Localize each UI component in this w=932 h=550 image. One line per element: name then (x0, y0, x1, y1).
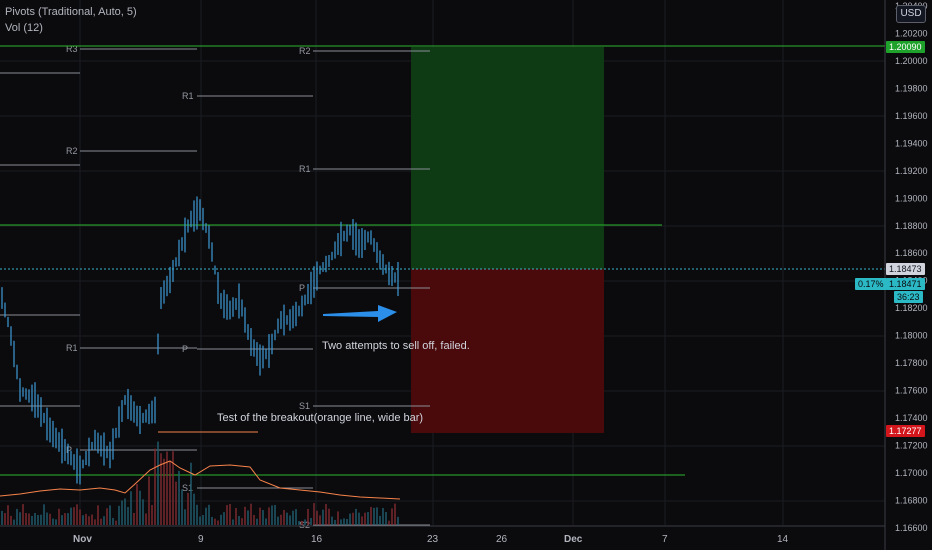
price-axis-label: 1.20000 (895, 56, 928, 66)
time-label-dec: Dec (564, 534, 583, 545)
price-axis-label: 1.18800 (895, 221, 928, 231)
time-label-14: 14 (777, 534, 789, 545)
time-label-16: 16 (311, 534, 323, 545)
pivot-label-s1-b: S1 (182, 483, 193, 493)
price-axis-label: 1.18600 (895, 248, 928, 258)
pivot-label-s1-a: S1 (299, 401, 310, 411)
pivot-label-r1-b: R1 (299, 164, 311, 174)
price-axis-label: 1.17400 (895, 413, 928, 423)
annotation-breakout[interactable]: Test of the breakout(orange line, wide b… (217, 412, 423, 424)
volume-ma-line (0, 460, 401, 500)
price-axis-label: 1.19600 (895, 111, 928, 121)
time-label-23: 23 (427, 534, 439, 545)
price-axis-label: 1.17200 (895, 441, 928, 451)
time-axis[interactable]: Nov 9 16 23 26 Dec 7 14 (73, 534, 789, 545)
price-tag-top-green: 1.20090 (886, 41, 925, 53)
profit-zone[interactable] (411, 47, 604, 269)
pivot-label-r2-b: R2 (299, 46, 311, 56)
time-label-nov: Nov (73, 534, 92, 545)
price-axis[interactable]: 1.204001.202001.200001.198001.196001.194… (895, 1, 928, 533)
loss-zone[interactable] (411, 269, 604, 433)
pivot-label-r1-a: R1 (182, 91, 194, 101)
change-percent-tag: 0.17% (855, 278, 887, 290)
price-axis-label: 1.19800 (895, 83, 928, 93)
price-tag-current: 1.18473 (886, 263, 925, 275)
pivot-label-p-a: P (299, 283, 305, 293)
volume-bars (1, 441, 399, 525)
legend-volume[interactable]: Vol (12) (5, 22, 43, 34)
price-axis-label: 1.16600 (895, 523, 928, 533)
pivot-label-r1-c: R1 (66, 343, 78, 353)
pivot-lines (0, 48, 430, 526)
price-axis-label: 1.19000 (895, 193, 928, 203)
price-tag-last: 1.18471 (886, 278, 925, 290)
legend-pivots[interactable]: Pivots (Traditional, Auto, 5) (5, 6, 137, 18)
pivot-label-r3: R3 (66, 44, 78, 54)
pivot-label-r2-a: R2 (66, 146, 78, 156)
price-axis-label: 1.19400 (895, 138, 928, 148)
pivot-label-p-b: P (182, 344, 188, 354)
price-axis-label: 1.17800 (895, 358, 928, 368)
currency-button[interactable]: USD (896, 5, 926, 23)
price-axis-label: 1.18200 (895, 303, 928, 313)
time-label-9: 9 (198, 534, 204, 545)
price-tag-stop: 1.17277 (886, 425, 925, 437)
pivot-label-p-c: P (66, 445, 72, 455)
arrow-annotation[interactable] (323, 305, 397, 322)
time-label-7: 7 (662, 534, 668, 545)
countdown-tag: 36:23 (894, 291, 923, 303)
price-axis-label: 1.20200 (895, 28, 928, 38)
time-label-26: 26 (496, 534, 508, 545)
price-candles (1, 196, 399, 485)
price-axis-label: 1.17000 (895, 468, 928, 478)
price-axis-label: 1.17600 (895, 386, 928, 396)
price-axis-label: 1.18000 (895, 331, 928, 341)
price-axis-label: 1.19200 (895, 166, 928, 176)
price-axis-label: 1.16800 (895, 495, 928, 505)
annotation-sell-off[interactable]: Two attempts to sell off, failed. (322, 340, 470, 352)
